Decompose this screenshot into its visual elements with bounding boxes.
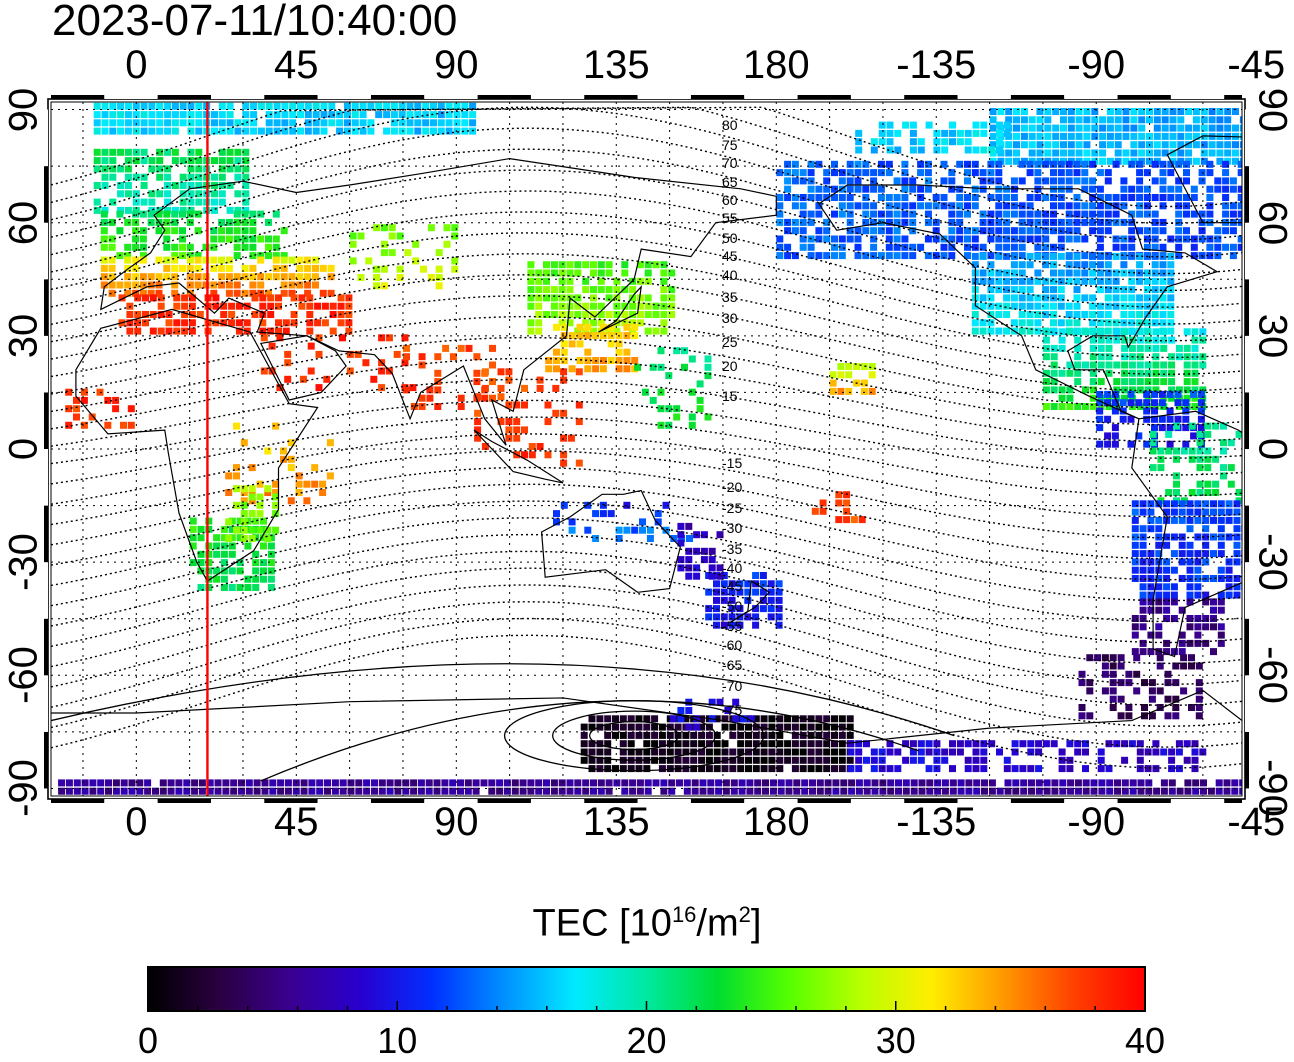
lon-tick-bottom: -135 [896, 800, 976, 845]
colorbar [148, 967, 1145, 1011]
lat-tick-right: -60 [1250, 646, 1294, 704]
colorbar-tick: 20 [626, 1020, 666, 1062]
lat-tick-right: 90 [1250, 87, 1294, 132]
maglat-label: 25 [722, 334, 738, 350]
maglat-label: -70 [722, 678, 742, 694]
lat-tick-left: 90 [2, 87, 47, 132]
maglat-label: 40 [722, 267, 738, 283]
colorbar-tick: 10 [377, 1020, 417, 1062]
maglat-label: 65 [722, 174, 738, 190]
maglat-label: -35 [722, 541, 742, 557]
lon-tick-top: 0 [125, 43, 147, 88]
lat-tick-right: 60 [1250, 200, 1294, 245]
lat-tick-right: -30 [1250, 533, 1294, 591]
lat-tick-left: 0 [2, 438, 47, 460]
maglat-label: 70 [722, 155, 738, 171]
lon-tick-top: -135 [896, 43, 976, 88]
colorbar-tick: 40 [1125, 1020, 1165, 1062]
maglat-label: -60 [722, 637, 742, 653]
maglat-label: 75 [722, 137, 738, 153]
maglat-label: 45 [722, 248, 738, 264]
maglat-label: -15 [722, 455, 742, 471]
lon-tick-bottom: 90 [434, 800, 479, 845]
colorbar-tick: 0 [138, 1020, 158, 1062]
maglat-label: 80 [722, 117, 738, 133]
lat-tick-left: -30 [2, 533, 47, 591]
lon-tick-top: 135 [583, 43, 650, 88]
maglat-label: -20 [722, 479, 742, 495]
maglat-label: 55 [722, 210, 738, 226]
lon-tick-top: -45 [1227, 43, 1285, 88]
maglat-label: -40 [722, 560, 742, 576]
lon-tick-bottom: 180 [743, 800, 810, 845]
maglat-label: 20 [722, 358, 738, 374]
colorbar-title: TEC [1016/m2] [0, 902, 1294, 946]
lon-tick-top: 180 [743, 43, 810, 88]
lon-tick-bottom: 0 [125, 800, 147, 845]
lon-tick-bottom: -90 [1067, 800, 1125, 845]
maglat-label: -50 [722, 598, 742, 614]
maglat-label: -25 [722, 500, 742, 516]
maglat-label: -45 [722, 578, 742, 594]
lon-tick-top: -90 [1067, 43, 1125, 88]
maglat-label: 60 [722, 192, 738, 208]
maglat-label: -75 [722, 702, 742, 718]
maglat-label: 30 [722, 310, 738, 326]
lat-tick-left: 60 [2, 200, 47, 245]
lat-tick-right: 30 [1250, 314, 1294, 359]
lat-tick-left: -60 [2, 646, 47, 704]
maglat-label: -65 [722, 657, 742, 673]
maglat-label: 35 [722, 289, 738, 305]
lon-tick-top: 90 [434, 43, 479, 88]
maglat-label: 50 [722, 230, 738, 246]
maglat-label: -55 [722, 618, 742, 634]
lon-tick-bottom: 135 [583, 800, 650, 845]
lon-tick-top: 45 [274, 43, 319, 88]
maglat-label: -30 [722, 520, 742, 536]
lat-tick-right: -90 [1250, 760, 1294, 818]
lat-tick-left: -90 [2, 760, 47, 818]
maglat-label: 15 [722, 388, 738, 404]
lat-tick-right: 0 [1250, 438, 1294, 460]
colorbar-tick: 30 [876, 1020, 916, 1062]
coastline-layer [51, 136, 1294, 743]
lon-tick-bottom: 45 [274, 800, 319, 845]
lat-tick-left: 30 [2, 314, 47, 359]
